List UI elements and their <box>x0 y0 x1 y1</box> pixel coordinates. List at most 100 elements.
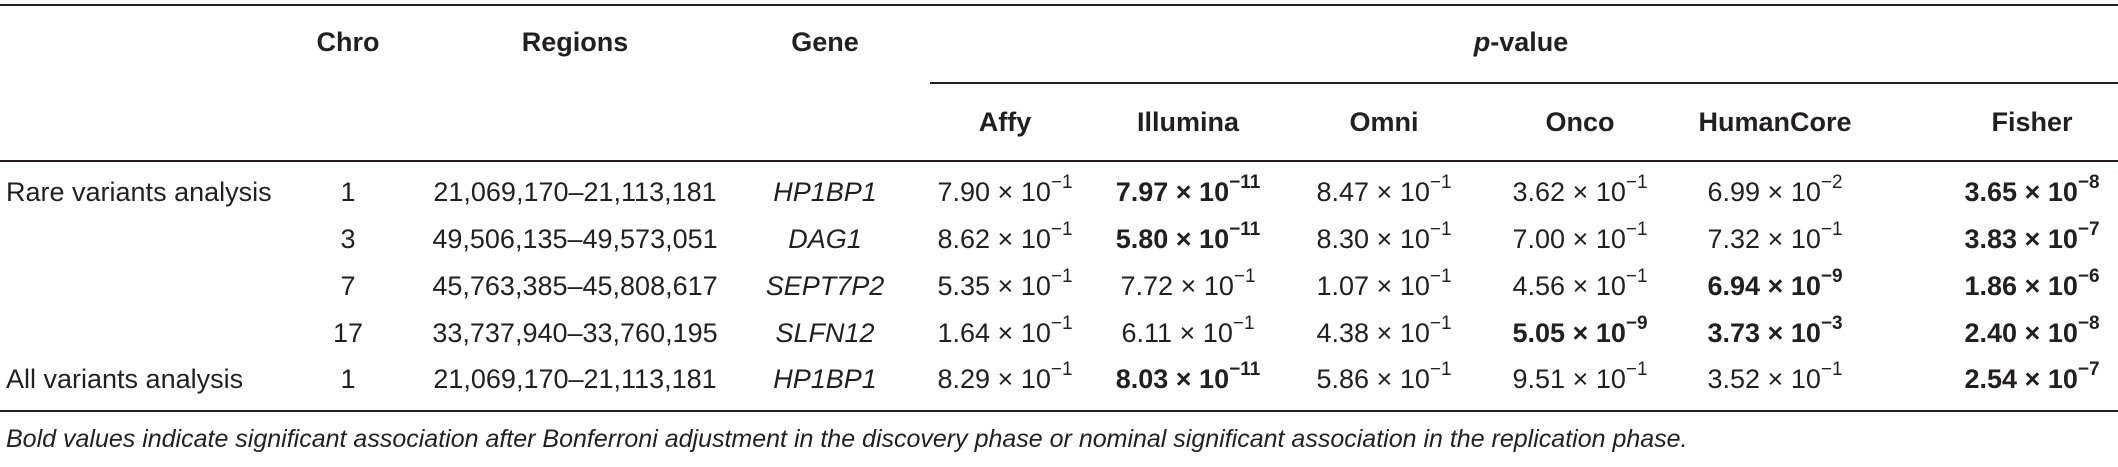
pvalue-omni-cell: 4.38 × 10−1 <box>1316 314 1451 349</box>
pvalue-exponent: −1 <box>1429 172 1452 193</box>
pvalue-exponent: −1 <box>1820 359 1843 380</box>
pvalue-mantissa: 8.62 <box>937 224 991 254</box>
pvalue-mantissa: 5.05 <box>1512 318 1566 348</box>
header-chro: Chro <box>316 27 380 57</box>
pvalue-exponent: −1 <box>1232 313 1255 334</box>
pvalue-exponent: −11 <box>1229 219 1261 240</box>
header-regions: Regions <box>521 27 629 57</box>
pvalue-exponent: −1 <box>1050 313 1073 334</box>
table-top-rule <box>0 4 2118 6</box>
pvalue-fisher-cell: 2.54 × 10−7 <box>1964 360 2099 395</box>
header-onco: Onco <box>1545 107 1615 137</box>
times-ten: × 10 <box>1572 364 1626 394</box>
pvalue-group-rule <box>930 82 2118 84</box>
pvalue-exponent: −3 <box>1820 313 1843 334</box>
region-cell: 49,506,135–49,573,051 <box>432 224 718 254</box>
times-ten: × 10 <box>2024 177 2078 207</box>
times-ten: × 10 <box>997 177 1051 207</box>
pvalue-mantissa: 3.65 <box>1964 177 2018 207</box>
gene-cell: HP1BP1 <box>773 364 877 394</box>
header-illumina: Illumina <box>1136 107 1240 137</box>
times-ten: × 10 <box>1572 224 1626 254</box>
pvalue-mantissa: 6.99 <box>1707 177 1761 207</box>
header-pvalue: p-value <box>1474 26 1569 58</box>
header-gene: Gene <box>791 27 859 57</box>
region-cell: 33,737,940–33,760,195 <box>432 318 718 348</box>
pvalue-mantissa: 5.80 <box>1115 224 1169 254</box>
pvalue-exponent: −1 <box>1429 219 1452 240</box>
analysis-label: Rare variants analysis <box>6 177 272 207</box>
header-omni: Omni <box>1349 107 1419 137</box>
pvalue-humancore-cell: 6.94 × 10−9 <box>1707 267 1842 302</box>
times-ten: × 10 <box>1767 318 1821 348</box>
pvalue-mantissa: 3.83 <box>1964 224 2018 254</box>
gene-cell: SEPT7P2 <box>765 271 885 301</box>
pvalue-exponent: −1 <box>1429 313 1452 334</box>
pvalue-exponent: −1 <box>1050 359 1073 380</box>
times-ten: × 10 <box>1175 224 1230 254</box>
pvalue-onco-cell: 5.05 × 10−9 <box>1512 314 1647 349</box>
pvalue-exponent: −1 <box>1820 219 1843 240</box>
pvalue-mantissa: 4.56 <box>1512 271 1566 301</box>
pvalue-mantissa: 8.29 <box>937 364 991 394</box>
pvalue-fisher-cell: 2.40 × 10−8 <box>1964 314 2099 349</box>
pvalue-fisher-cell: 1.86 × 10−6 <box>1964 267 2099 302</box>
pvalue-mantissa: 1.86 <box>1964 271 2018 301</box>
pvalue-fisher-cell: 3.65 × 10−8 <box>1964 173 2099 208</box>
pvalue-mantissa: 8.30 <box>1316 224 1370 254</box>
pvalue-humancore-cell: 3.52 × 10−1 <box>1707 360 1842 395</box>
times-ten: × 10 <box>1767 177 1821 207</box>
pvalue-illumina-cell: 5.80 × 10−11 <box>1115 220 1261 255</box>
pvalue-mantissa: 2.54 <box>1964 364 2018 394</box>
pvalue-exponent: −1 <box>1625 359 1648 380</box>
pvalue-affy-cell: 8.29 × 10−1 <box>937 360 1072 395</box>
header-pvalue-p: p <box>1473 27 1491 57</box>
times-ten: × 10 <box>2024 271 2078 301</box>
pvalue-exponent: −1 <box>1233 266 1256 287</box>
chro-cell: 1 <box>340 364 356 394</box>
pvalue-mantissa: 6.94 <box>1707 271 1761 301</box>
times-ten: × 10 <box>2024 224 2078 254</box>
times-ten: × 10 <box>1376 318 1430 348</box>
chro-cell: 17 <box>332 318 364 348</box>
times-ten: × 10 <box>997 224 1051 254</box>
pvalue-exponent: −1 <box>1429 359 1452 380</box>
pvalue-affy-cell: 1.64 × 10−1 <box>937 314 1072 349</box>
gene-cell: DAG1 <box>788 224 862 254</box>
times-ten: × 10 <box>1572 318 1626 348</box>
pvalue-mantissa: 7.72 <box>1120 271 1174 301</box>
pvalue-humancore-cell: 7.32 × 10−1 <box>1707 220 1842 255</box>
times-ten: × 10 <box>1179 318 1233 348</box>
pvalue-mantissa: 7.00 <box>1512 224 1566 254</box>
header-pvalue-rest: -value <box>1490 27 1569 57</box>
times-ten: × 10 <box>1572 271 1626 301</box>
chro-cell: 3 <box>340 224 356 254</box>
pvalue-mantissa: 8.03 <box>1115 364 1169 394</box>
chro-cell: 7 <box>340 271 356 301</box>
pvalue-illumina-cell: 8.03 × 10−11 <box>1115 360 1261 395</box>
gene-cell: HP1BP1 <box>773 177 877 207</box>
chro-cell: 1 <box>340 177 356 207</box>
pvalue-mantissa: 8.47 <box>1316 177 1370 207</box>
pvalue-exponent: −11 <box>1229 172 1261 193</box>
pvalue-mantissa: 3.52 <box>1707 364 1761 394</box>
region-cell: 21,069,170–21,113,181 <box>433 364 717 394</box>
analysis-label: All variants analysis <box>6 364 244 394</box>
times-ten: × 10 <box>2024 318 2078 348</box>
pvalue-mantissa: 6.11 <box>1121 318 1173 348</box>
gene-cell: SLFN12 <box>775 318 875 348</box>
pvalue-exponent: −1 <box>1625 219 1648 240</box>
pvalue-exponent: −7 <box>2077 359 2100 380</box>
pvalue-illumina-cell: 7.97 × 10−11 <box>1116 173 1261 208</box>
pvalue-affy-cell: 7.90 × 10−1 <box>937 173 1072 208</box>
pvalue-omni-cell: 8.47 × 10−1 <box>1316 173 1451 208</box>
times-ten: × 10 <box>997 271 1051 301</box>
region-cell: 45,763,385–45,808,617 <box>432 271 718 301</box>
pvalue-mantissa: 1.07 <box>1316 271 1370 301</box>
pvalue-exponent: −9 <box>1820 266 1843 287</box>
pvalue-exponent: −1 <box>1625 172 1648 193</box>
header-affy: Affy <box>978 107 1032 137</box>
pvalue-mantissa: 4.38 <box>1316 318 1370 348</box>
times-ten: × 10 <box>1572 177 1626 207</box>
